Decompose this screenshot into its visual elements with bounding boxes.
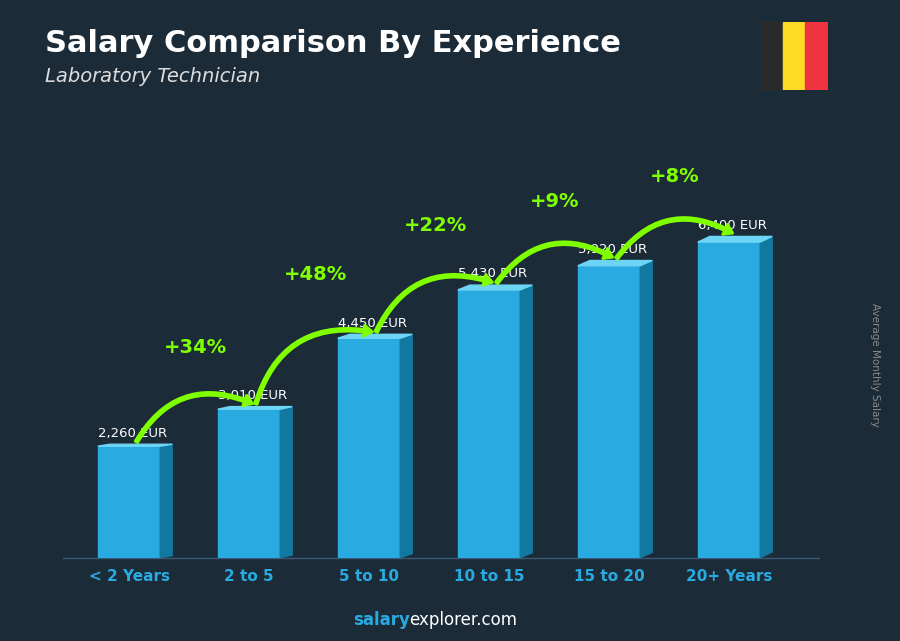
Text: +22%: +22% xyxy=(403,216,466,235)
Text: Average Monthly Salary: Average Monthly Salary xyxy=(869,303,880,428)
FancyArrowPatch shape xyxy=(616,217,733,259)
Bar xyxy=(578,266,640,558)
Bar xyxy=(698,242,760,558)
Text: 5,430 EUR: 5,430 EUR xyxy=(458,267,527,281)
Polygon shape xyxy=(698,237,772,242)
Bar xyxy=(338,338,400,558)
Text: +9%: +9% xyxy=(530,192,580,210)
Text: Salary Comparison By Experience: Salary Comparison By Experience xyxy=(45,29,621,58)
Text: +34%: +34% xyxy=(164,338,227,356)
Bar xyxy=(218,409,280,558)
Bar xyxy=(760,22,783,90)
Polygon shape xyxy=(578,260,652,266)
Polygon shape xyxy=(640,260,652,558)
Text: 5,920 EUR: 5,920 EUR xyxy=(578,243,647,256)
FancyArrowPatch shape xyxy=(135,392,252,442)
Text: salary: salary xyxy=(353,612,410,629)
Polygon shape xyxy=(280,406,292,558)
Text: 6,400 EUR: 6,400 EUR xyxy=(698,219,767,232)
Polygon shape xyxy=(760,237,772,558)
Polygon shape xyxy=(520,285,532,558)
Text: explorer.com: explorer.com xyxy=(410,612,518,629)
Bar xyxy=(458,290,520,558)
Text: 3,010 EUR: 3,010 EUR xyxy=(218,389,287,402)
Text: 2,260 EUR: 2,260 EUR xyxy=(98,427,167,440)
Polygon shape xyxy=(458,285,532,290)
Polygon shape xyxy=(160,444,172,558)
Polygon shape xyxy=(400,335,412,558)
Polygon shape xyxy=(338,335,412,338)
Text: +48%: +48% xyxy=(284,265,346,285)
Text: Laboratory Technician: Laboratory Technician xyxy=(45,67,260,87)
Text: 4,450 EUR: 4,450 EUR xyxy=(338,317,407,329)
FancyArrowPatch shape xyxy=(255,325,373,404)
FancyArrowPatch shape xyxy=(375,274,492,333)
Text: +8%: +8% xyxy=(650,167,700,187)
Polygon shape xyxy=(218,406,292,409)
Polygon shape xyxy=(98,444,172,446)
Bar xyxy=(783,22,806,90)
FancyArrowPatch shape xyxy=(496,242,613,284)
Bar xyxy=(806,22,828,90)
Bar xyxy=(98,446,160,558)
